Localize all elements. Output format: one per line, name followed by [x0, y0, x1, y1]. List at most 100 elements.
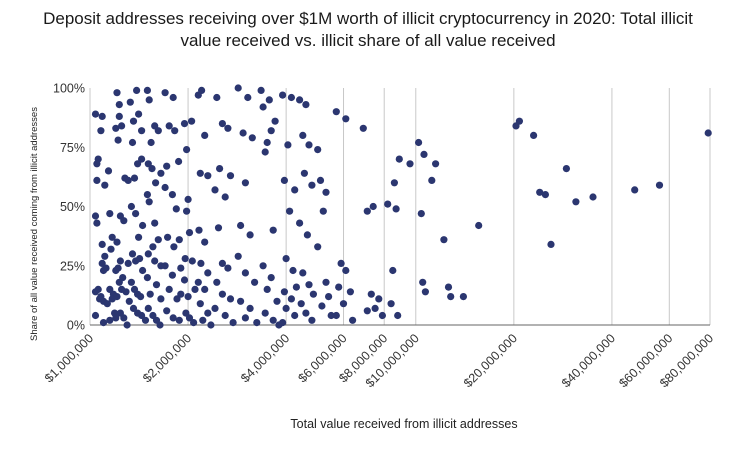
data-point-34 [115, 112, 123, 120]
data-point-101 [157, 295, 165, 303]
data-point-17 [99, 266, 108, 275]
data-point-171 [229, 319, 237, 327]
data-point-257 [392, 205, 400, 213]
data-point-195 [267, 274, 275, 282]
chart-title-line-2: value received vs. illicit share of all … [180, 31, 556, 50]
data-point-163 [214, 224, 223, 232]
data-point-243 [346, 288, 354, 296]
data-point-77 [129, 304, 138, 312]
data-point-7 [104, 167, 113, 175]
data-point-253 [371, 304, 379, 312]
data-point-114 [172, 205, 180, 213]
data-point-254 [378, 311, 386, 320]
data-point-39 [124, 176, 132, 184]
data-point-107 [169, 93, 177, 102]
data-point-143 [201, 131, 209, 139]
data-point-238 [332, 108, 340, 116]
data-point-62 [134, 160, 142, 168]
data-point-117 [175, 236, 183, 244]
data-point-151 [201, 285, 209, 293]
data-point-214 [279, 319, 287, 327]
data-point-139 [185, 314, 194, 322]
data-point-29 [106, 316, 114, 324]
data-point-31 [112, 314, 120, 322]
data-point-262 [406, 160, 414, 168]
data-point-79 [138, 311, 146, 320]
data-point-68 [139, 221, 147, 230]
data-point-120 [177, 264, 185, 272]
data-point-55 [123, 321, 131, 329]
x-tick-label-0: $1,000,000 [42, 331, 96, 385]
data-point-274 [475, 221, 483, 230]
data-point-87 [148, 165, 156, 173]
data-point-260 [387, 300, 395, 308]
data-point-179 [234, 252, 242, 260]
data-point-199 [269, 316, 277, 324]
data-point-43 [116, 257, 124, 265]
data-point-181 [251, 278, 259, 286]
data-point-213 [291, 311, 299, 320]
data-point-106 [161, 89, 169, 97]
x-tick-label-6: $20,000,000 [461, 331, 520, 390]
data-point-105 [156, 321, 164, 329]
data-point-127 [180, 120, 189, 128]
data-point-235 [325, 293, 333, 301]
data-point-176 [241, 179, 249, 187]
y-axis-title: Share of all value received coming from … [29, 107, 40, 341]
data-point-178 [246, 231, 254, 239]
data-point-246 [349, 316, 357, 324]
data-point-204 [280, 176, 288, 184]
data-point-153 [204, 309, 212, 317]
data-point-185 [253, 319, 261, 327]
data-point-57 [133, 86, 141, 94]
data-point-35 [118, 122, 126, 130]
data-point-219 [300, 169, 308, 177]
y-tick-label-1: 25% [60, 259, 85, 273]
data-point-273 [459, 293, 467, 301]
data-point-10 [106, 210, 114, 218]
data-point-118 [161, 262, 169, 270]
chart-title: Deposit addresses receiving over $1M wor… [0, 8, 736, 52]
data-point-51 [122, 288, 130, 296]
data-point-37 [114, 136, 122, 144]
data-point-135 [180, 276, 189, 284]
data-point-284 [631, 186, 639, 194]
data-point-251 [375, 295, 383, 303]
data-point-193 [269, 226, 277, 234]
data-point-58 [129, 117, 138, 125]
data-point-197 [273, 297, 281, 305]
data-point-33 [115, 101, 123, 109]
data-point-223 [299, 269, 307, 277]
data-point-98 [143, 274, 151, 282]
data-points [91, 84, 712, 329]
data-point-231 [322, 188, 330, 196]
data-point-205 [291, 186, 299, 194]
data-point-61 [128, 138, 137, 147]
data-point-203 [284, 141, 292, 149]
data-point-60 [138, 127, 146, 135]
data-point-177 [237, 221, 245, 230]
y-tick-label-3: 75% [60, 141, 85, 155]
data-point-54 [120, 314, 128, 322]
data-point-128 [188, 117, 196, 125]
data-point-160 [226, 172, 235, 180]
data-point-124 [163, 307, 171, 315]
data-point-241 [342, 266, 350, 275]
data-point-189 [267, 127, 275, 135]
data-point-44 [124, 259, 132, 267]
data-point-269 [432, 160, 440, 168]
data-point-19 [91, 288, 100, 296]
data-point-212 [282, 304, 290, 312]
data-point-80 [141, 316, 150, 324]
data-point-27 [91, 311, 100, 320]
data-point-285 [655, 181, 664, 189]
data-point-252 [363, 307, 371, 315]
y-tick-label-2: 50% [60, 200, 85, 214]
data-point-119 [168, 271, 176, 279]
data-point-261 [394, 311, 402, 320]
data-point-224 [305, 281, 313, 289]
data-point-113 [168, 191, 176, 199]
data-point-134 [188, 257, 196, 265]
data-point-225 [309, 290, 317, 298]
data-point-259 [395, 155, 403, 163]
